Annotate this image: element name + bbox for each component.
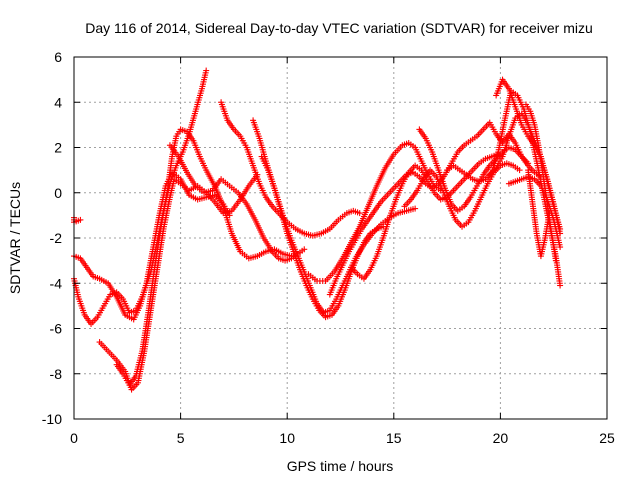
y-tick-label: 6: [54, 49, 62, 65]
y-tick-label: 0: [54, 185, 62, 201]
y-tick-label: -2: [50, 230, 63, 246]
data-point: [557, 282, 564, 289]
x-tick-label: 5: [177, 430, 185, 446]
data-point: [516, 167, 523, 174]
data-point: [356, 210, 363, 217]
data-points: [71, 67, 564, 393]
y-tick-label: -4: [50, 275, 63, 291]
y-tick-label: 4: [54, 94, 62, 110]
data-point: [546, 210, 553, 217]
x-tick-label: 20: [493, 430, 509, 446]
data-point: [557, 244, 564, 251]
y-axis-label: SDTVAR / TECUs: [7, 182, 23, 294]
chart-title: Day 116 of 2014, Sidereal Day-to-day VTE…: [85, 20, 593, 36]
x-axis-label: GPS time / hours: [287, 458, 394, 474]
x-tick-labels: 0 5 10 15 20 25: [70, 430, 615, 446]
y-tick-label: -10: [42, 411, 62, 427]
data-point: [412, 205, 419, 212]
data-point: [77, 216, 84, 223]
data-point: [552, 257, 559, 264]
axis-ticks: [73, 56, 608, 420]
x-tick-label: 15: [386, 430, 402, 446]
y-tick-label: -8: [50, 366, 63, 382]
y-tick-label: 2: [54, 140, 62, 156]
x-tick-label: 25: [599, 430, 615, 446]
x-tick-label: 10: [279, 430, 295, 446]
data-point: [301, 246, 308, 253]
y-tick-labels: 6 4 2 0 -2 -4 -6 -8 -10: [42, 49, 62, 427]
x-tick-label: 0: [70, 430, 78, 446]
y-tick-label: -6: [50, 321, 63, 337]
data-point: [203, 67, 210, 74]
